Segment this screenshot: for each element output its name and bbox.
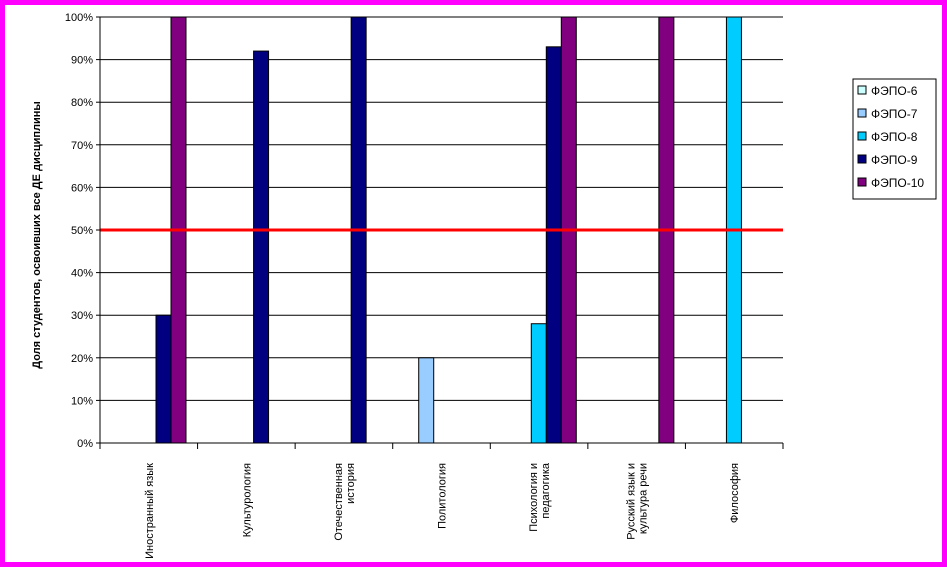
- y-tick-label: 0%: [77, 438, 93, 450]
- legend-swatch: [857, 108, 867, 118]
- legend-swatch: [857, 85, 867, 95]
- legend-label: ФЭПО-8: [871, 130, 918, 144]
- legend-swatch: [857, 177, 867, 187]
- y-tick-label: 20%: [71, 353, 93, 365]
- y-tick-label: 40%: [71, 268, 93, 280]
- legend-swatch: [857, 154, 867, 164]
- x-category-label: педагогика: [540, 462, 552, 518]
- legend-box: [852, 78, 937, 200]
- bar: [253, 50, 270, 444]
- y-tick-label: 70%: [71, 140, 93, 152]
- bar: [530, 323, 547, 444]
- x-category-label: Культурология: [241, 463, 253, 537]
- y-axis-title: Доля студентов, освоивших все ДЕ дисципл…: [31, 101, 43, 369]
- y-tick-label: 50%: [71, 225, 93, 237]
- y-tick-label: 30%: [71, 310, 93, 322]
- x-category-label: Философия: [729, 463, 741, 523]
- x-category-label: Русский язык и: [626, 463, 638, 540]
- y-tick-label: 10%: [71, 395, 93, 407]
- bar: [155, 314, 172, 444]
- x-category-label: культура речи: [638, 463, 650, 534]
- y-tick-label: 60%: [71, 182, 93, 194]
- legend-label: ФЭПО-9: [871, 153, 918, 167]
- legend-label: ФЭПО-6: [871, 84, 918, 98]
- legend-label: ФЭПО-10: [871, 176, 924, 190]
- legend-label: ФЭПО-7: [871, 107, 918, 121]
- x-category-label: Психология и: [528, 463, 540, 532]
- x-category-label: история: [345, 463, 357, 504]
- x-category-label: Отечественная: [333, 463, 345, 541]
- y-tick-label: 90%: [71, 55, 93, 67]
- y-tick-label: 100%: [65, 12, 93, 24]
- legend-swatch: [857, 131, 867, 141]
- bar: [418, 357, 435, 444]
- x-category-label: Иностранный язык: [144, 463, 156, 559]
- x-category-label: Политология: [437, 463, 449, 529]
- bar: [545, 46, 562, 444]
- y-tick-label: 80%: [71, 97, 93, 109]
